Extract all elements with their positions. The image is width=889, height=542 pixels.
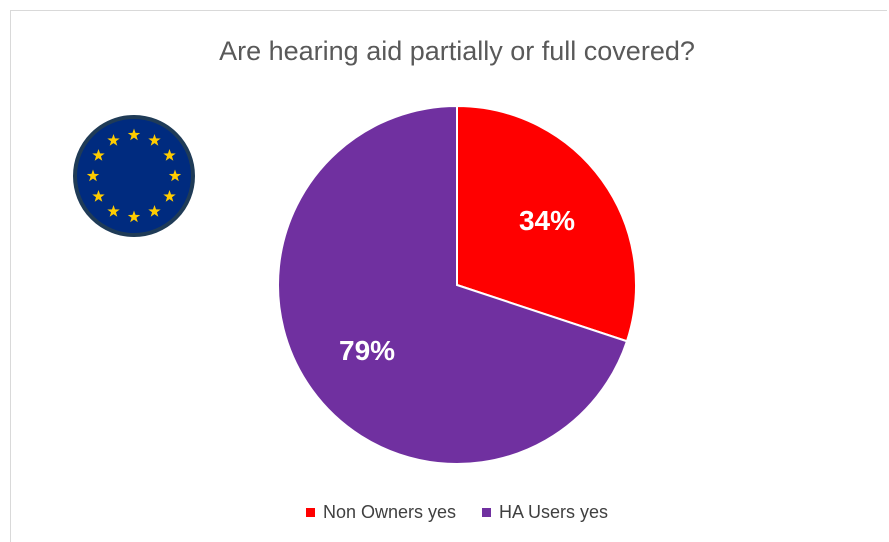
flag-star-icon [127, 128, 141, 141]
legend-swatch-ha-users [482, 508, 492, 517]
legend-swatch-non-owners [305, 508, 315, 517]
legend: Non Owners yes HA Users yes [0, 502, 889, 523]
legend-item-ha-users: HA Users yes [482, 502, 608, 523]
flag-star-icon [107, 205, 120, 217]
legend-label-ha-users: HA Users yes [499, 502, 609, 522]
flag-star-icon [163, 190, 176, 202]
pie-slice-non-owners-yes [456, 104, 637, 343]
slice-label-non-owners-yes: 34% [519, 205, 575, 236]
slice-label-ha-users-yes: 79% [339, 335, 395, 366]
chart-title: Are hearing aid partially or full covere… [219, 36, 695, 66]
legend-label-non-owners: Non Owners yes [322, 502, 457, 522]
flag-star-icon [127, 210, 141, 223]
flag-star-icon [168, 169, 182, 182]
chart-frame [10, 10, 887, 542]
flag-star-icon [86, 169, 100, 182]
flag-star-icon [148, 205, 161, 217]
flag-star-icon [163, 149, 176, 161]
flag-star-icon [92, 149, 105, 161]
legend-item-non-owners: Non Owners yes [305, 502, 457, 523]
flag-star-icon [107, 133, 120, 146]
eu-flag-icon [73, 115, 195, 237]
flag-star-icon [148, 133, 161, 146]
pie-slice-ha-users-yes [277, 104, 629, 465]
flag-star-icon [92, 190, 105, 202]
